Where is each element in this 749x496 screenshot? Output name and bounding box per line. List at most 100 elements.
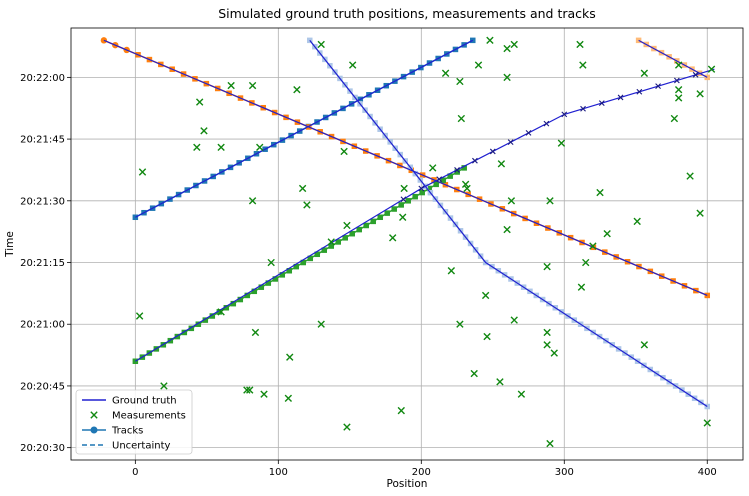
track-point: [454, 169, 460, 175]
track-point: [230, 300, 237, 307]
measurement-point: [200, 127, 208, 135]
measurement-point: [284, 394, 293, 402]
x-tick-label: 100: [269, 467, 288, 478]
measurement-point: [227, 81, 235, 90]
plot-area: [70, 27, 744, 461]
ground-truth-point: [472, 157, 478, 164]
measurement-point: [486, 36, 494, 45]
measurement-point: [589, 242, 597, 250]
measurement-point: [327, 238, 335, 246]
measurement-point: [543, 262, 551, 271]
measurement-point: [399, 213, 407, 221]
measurement-point: [340, 147, 348, 156]
track-point: [195, 321, 202, 327]
ground-truth-point: [436, 176, 443, 183]
track-point: [223, 305, 230, 311]
measurement-point: [193, 143, 201, 152]
track-point: [307, 255, 314, 262]
measurement-point: [303, 201, 311, 209]
measurement-point: [317, 320, 325, 328]
track-point: [286, 267, 293, 274]
measurement-point: [576, 40, 584, 49]
track-point: [342, 235, 348, 241]
ground-truth-point: [598, 100, 605, 106]
legend-label: Measurements: [112, 411, 186, 422]
measurement-point: [461, 180, 470, 189]
measurement-point: [217, 308, 225, 316]
ground-truth-point: [673, 77, 680, 84]
measurement-point: [696, 90, 704, 98]
measurement-point: [640, 341, 649, 349]
track-point: [314, 251, 321, 258]
measurement-point: [543, 341, 551, 349]
measurement-point: [686, 172, 694, 180]
legend-swatch: [90, 411, 98, 419]
ground-truth-point: [525, 130, 532, 136]
measurement-point: [256, 143, 264, 152]
ground-truth-line: [135, 39, 474, 218]
measurement-point: [343, 423, 351, 431]
measurement-point: [696, 209, 704, 217]
ground-truth-line: [638, 39, 708, 78]
measurement-point: [348, 61, 357, 69]
measurement-point: [160, 382, 168, 390]
measurement-point: [503, 44, 511, 53]
track-point: [244, 292, 251, 299]
measurement-point: [135, 312, 144, 320]
measurement-point: [503, 225, 511, 234]
track-point: [328, 243, 335, 249]
y-tick-label: 20:22:00: [20, 73, 65, 84]
track-point: [384, 210, 390, 216]
track-point: [412, 193, 418, 200]
track-point: [349, 230, 355, 237]
measurement-point: [577, 283, 586, 291]
track-point: [181, 329, 188, 336]
ground-truth-point: [655, 83, 661, 90]
measurement-point: [447, 267, 456, 275]
track-point: [300, 259, 307, 266]
x-tick-label: 0: [132, 467, 138, 478]
track-point: [279, 272, 286, 278]
ground-truth-point: [489, 148, 496, 155]
legend-entry: Measurements: [90, 411, 186, 422]
legend-swatch-marker: [90, 426, 98, 434]
measurement-point: [633, 217, 641, 226]
ground-truth-point: [543, 120, 550, 127]
ground-truth-point: [580, 105, 586, 112]
measurement-point: [293, 86, 301, 94]
measurement-point: [138, 168, 147, 176]
measurement-point: [674, 94, 683, 102]
ground-truth-point: [507, 139, 514, 146]
y-tick-label: 20:20:45: [20, 381, 65, 392]
measurement-point: [510, 40, 518, 49]
legend-box: [75, 389, 193, 455]
track-point: [265, 280, 272, 286]
measurement-point: [670, 114, 679, 123]
ground-truth-point: [418, 185, 425, 192]
measurement-point: [246, 386, 254, 394]
measurement-point: [510, 316, 518, 324]
ground-truth-line: [103, 39, 708, 296]
track-point: [398, 202, 404, 208]
measurement-point: [343, 221, 351, 230]
measurement-point: [603, 230, 611, 238]
axis-ticks: 0 100 200 300 400 20:20:30 20:20:45 20:21:00 20:…: [20, 73, 717, 478]
measurement-point: [251, 328, 260, 337]
track-point: [188, 325, 195, 332]
ground-truth-point: [400, 196, 407, 203]
legend: Ground truth Measurements Tracks Uncertaint…: [75, 389, 193, 455]
measurement-point: [707, 65, 716, 73]
track-point: [363, 222, 369, 229]
measurement-point: [397, 406, 405, 415]
measurement-point: [474, 61, 483, 69]
y-tick-label: 20:21:45: [20, 135, 65, 146]
measurement-point: [550, 349, 558, 357]
measurement-point: [703, 419, 711, 427]
measurement-point: [267, 258, 275, 267]
legend-entry: Ground truth: [82, 396, 177, 407]
measurement-point: [483, 332, 491, 341]
track-point: [293, 263, 300, 270]
ground-truth-point: [692, 71, 699, 78]
legend-entry: Tracks: [82, 426, 143, 437]
